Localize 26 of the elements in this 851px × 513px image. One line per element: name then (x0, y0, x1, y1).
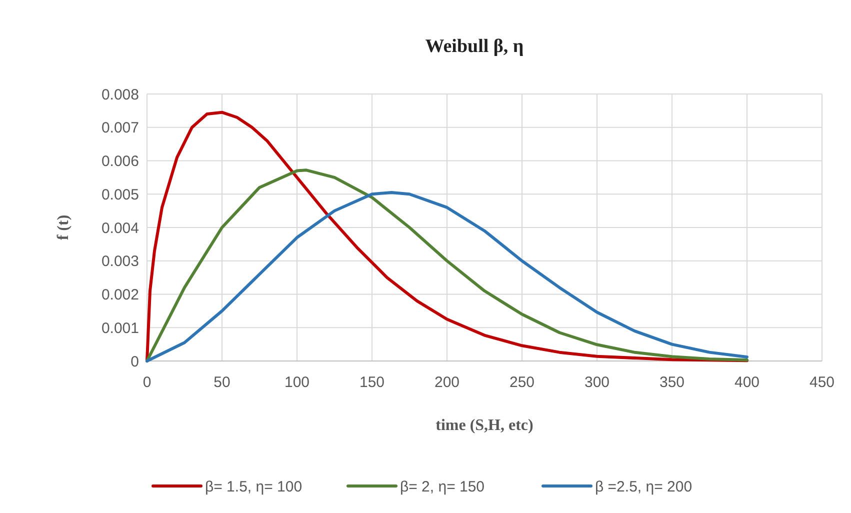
x-tick-label: 300 (584, 374, 610, 391)
chart-title: Weibull β, η (425, 36, 524, 57)
y-tick-label: 0.005 (101, 186, 139, 204)
x-tick-label: 50 (214, 374, 230, 391)
y-tick-label: 0.008 (101, 86, 139, 104)
x-tick-label: 350 (659, 374, 685, 391)
y-tick-label: 0.007 (101, 120, 139, 137)
line-series (146, 110, 748, 362)
y-axis-title: f (t) (55, 214, 72, 240)
x-axis-title: time (S,H, etc) (436, 417, 534, 434)
y-tick-label: 0.004 (101, 220, 139, 237)
x-tick-label: 150 (359, 374, 385, 391)
legend-label: β= 1.5, η= 100 (205, 478, 302, 496)
x-tick-label: 400 (734, 374, 760, 391)
x-tick-label: 250 (509, 374, 535, 391)
x-tick-label: 0 (142, 374, 152, 391)
x-tick-label: 200 (434, 374, 460, 391)
legend-label: β =2.5, η= 200 (595, 478, 692, 496)
x-tick-label: 100 (284, 374, 310, 391)
y-tick-label: 0.002 (101, 286, 139, 304)
y-tick-label: 0 (130, 353, 139, 370)
y-tick-label: 0.003 (101, 253, 139, 270)
y-tick-label: 0.006 (101, 153, 139, 170)
x-tick-label: 450 (809, 374, 835, 391)
y-tick-label: 0.001 (101, 320, 139, 337)
legend-label: β= 2, η= 150 (400, 478, 485, 496)
